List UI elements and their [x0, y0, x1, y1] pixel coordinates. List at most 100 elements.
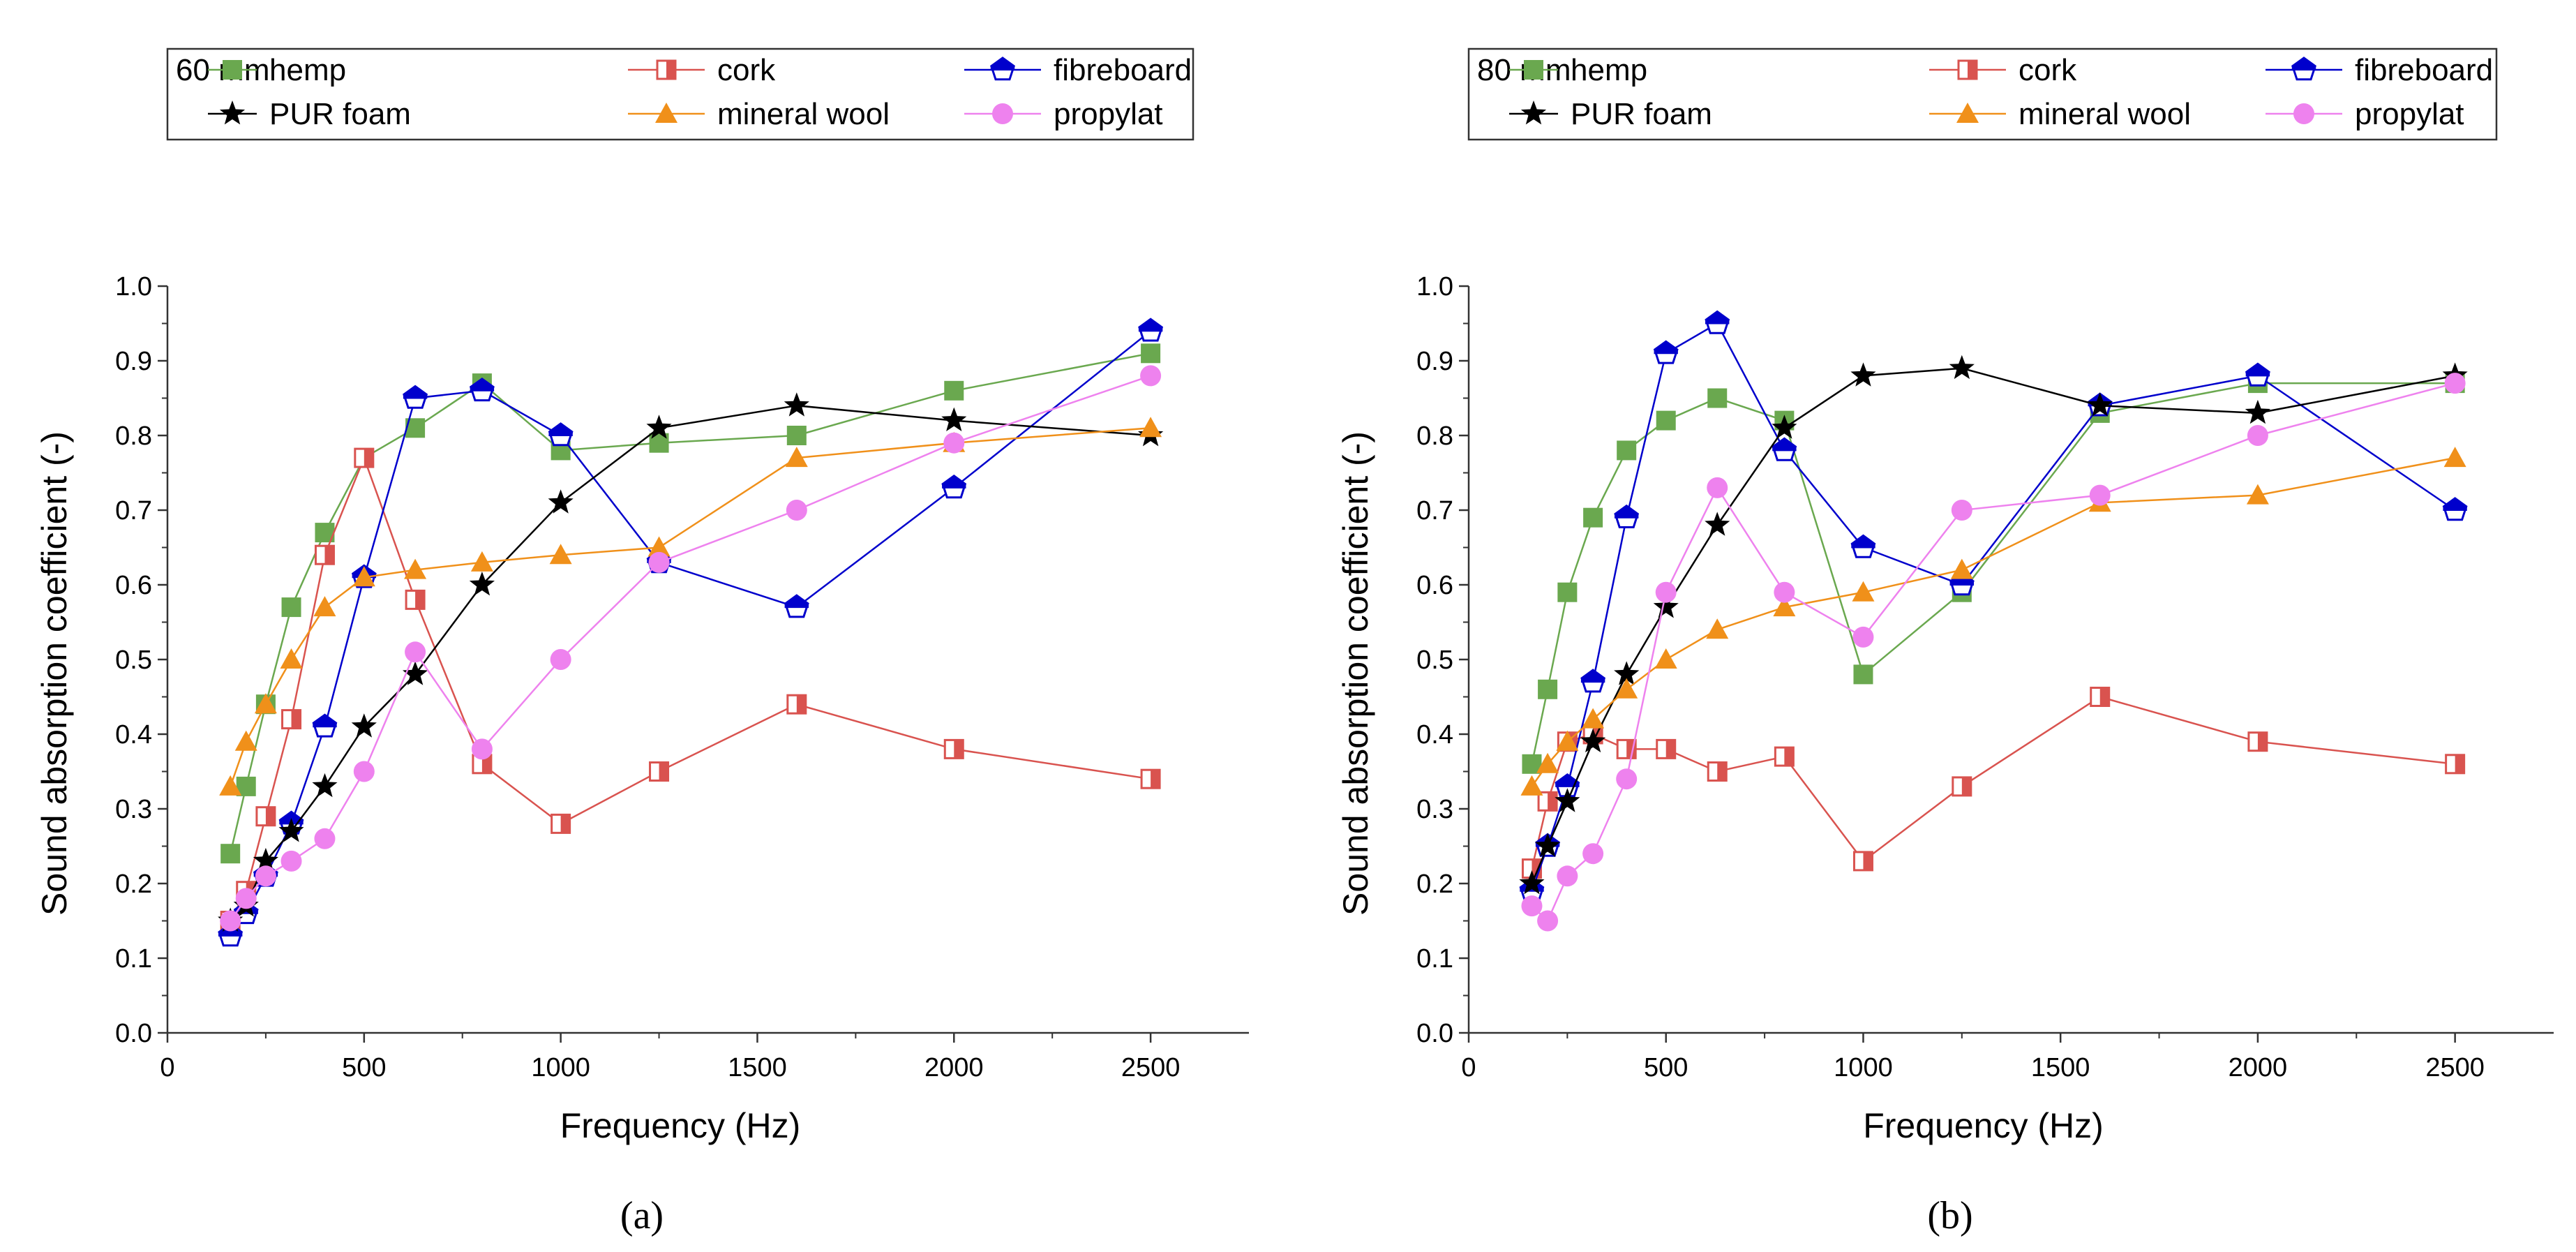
y-tick-label: 0.5: [1416, 646, 1453, 675]
legend-label: PUR foam: [269, 97, 411, 131]
data-point: [549, 544, 572, 565]
data-point: [1582, 708, 1605, 729]
series-line: [230, 330, 1151, 937]
data-point: [2245, 399, 2270, 424]
y-tick-label: 1.0: [115, 272, 152, 301]
data-point: [1853, 664, 1873, 685]
data-point: [786, 500, 807, 521]
legend-marker: [990, 57, 1015, 81]
data-point: [648, 551, 670, 573]
data-point: [1583, 507, 1603, 528]
data-point: [1774, 581, 1795, 603]
x-tick-label: 2000: [2229, 1053, 2288, 1082]
series-hemp: [1522, 373, 2465, 774]
legend-label: mineral wool: [2019, 97, 2191, 131]
series-line: [1531, 367, 2455, 884]
data-point: [1850, 362, 1876, 387]
data-point: [236, 776, 256, 796]
data-point: [253, 847, 278, 872]
legend-entry-cork: cork: [628, 53, 776, 87]
series-fibreboard: [218, 318, 1164, 947]
data-point: [1850, 534, 1876, 558]
data-point: [1654, 648, 1677, 669]
x-tick-label: 0: [1461, 1053, 1476, 1082]
data-point: [2442, 497, 2468, 521]
y-tick-label: 0.8: [115, 422, 152, 451]
data-point: [1653, 594, 1679, 618]
y-tick-label: 0.5: [115, 646, 152, 675]
y-tick-label: 0.0: [115, 1019, 152, 1048]
data-point: [280, 850, 302, 872]
data-point: [1141, 343, 1161, 364]
legend-marker: [1957, 59, 1978, 80]
data-point: [2444, 373, 2466, 394]
series-line: [1531, 696, 2455, 869]
legend-marker: [992, 103, 1013, 124]
data-point: [1614, 661, 1640, 685]
legend-label: cork: [717, 53, 776, 87]
legend-marker: [1524, 60, 1543, 80]
y-tick-label: 1.0: [1416, 272, 1453, 301]
x-tick-label: 2000: [924, 1053, 984, 1082]
y-tick-label: 0.9: [115, 347, 152, 376]
y-tick-label: 0.4: [115, 720, 152, 750]
data-point: [1556, 730, 1579, 751]
data-point: [1582, 843, 1604, 865]
data-point: [1772, 437, 1797, 461]
data-point: [1580, 669, 1606, 693]
data-point: [472, 754, 493, 775]
data-point: [404, 558, 427, 579]
data-point: [784, 392, 809, 417]
legend-marker: [2291, 57, 2316, 81]
data-point: [1706, 618, 1729, 639]
data-point: [941, 475, 967, 499]
data-point: [548, 489, 574, 514]
data-point: [2247, 731, 2268, 752]
data-point: [403, 385, 428, 409]
data-point: [1138, 318, 1164, 342]
data-point: [1615, 678, 1638, 699]
y-tick-label: 0.2: [1416, 870, 1453, 899]
data-point: [255, 865, 276, 887]
series-line: [1531, 382, 2455, 923]
legend-marker: [1520, 100, 1547, 125]
series-cork: [220, 447, 1161, 931]
data-point: [943, 738, 964, 759]
data-point: [1656, 738, 1677, 759]
data-point: [278, 818, 304, 842]
legend-box: [166, 47, 1195, 141]
data-point: [2443, 447, 2466, 468]
data-point: [1536, 752, 1559, 773]
data-point: [1656, 410, 1676, 431]
series-pur-foam: [218, 392, 1164, 932]
data-point: [1852, 851, 1873, 872]
data-point: [646, 415, 672, 439]
data-point: [944, 380, 964, 401]
data-point: [941, 407, 967, 431]
series-mineral-wool: [219, 417, 1162, 796]
data-point: [1707, 761, 1728, 782]
data-point: [2090, 687, 2111, 707]
legend-marker: [2293, 103, 2314, 124]
legend-entry-fibreboard: fibreboard: [964, 53, 1192, 87]
data-point: [1521, 895, 1543, 917]
legend-entry-pur-foam: PUR foam: [1509, 97, 1712, 131]
data-point: [1852, 581, 1875, 602]
data-point: [1614, 504, 1640, 528]
panel-label: (b): [1927, 1194, 1972, 1237]
legend-entry-hemp: hemp: [1509, 53, 1647, 87]
data-point: [785, 447, 808, 468]
data-point: [550, 649, 571, 670]
legend-entry-fibreboard: fibreboard: [2266, 53, 2493, 87]
legend-marker: [219, 100, 246, 125]
data-point: [255, 806, 276, 827]
data-point: [314, 828, 336, 849]
data-point: [1538, 679, 1558, 699]
legend-marker: [656, 59, 677, 80]
data-point: [1580, 728, 1606, 753]
data-point: [786, 694, 807, 715]
data-point: [2089, 484, 2111, 506]
data-point: [551, 813, 571, 834]
data-point: [1852, 626, 1874, 648]
data-point: [1617, 440, 1637, 461]
